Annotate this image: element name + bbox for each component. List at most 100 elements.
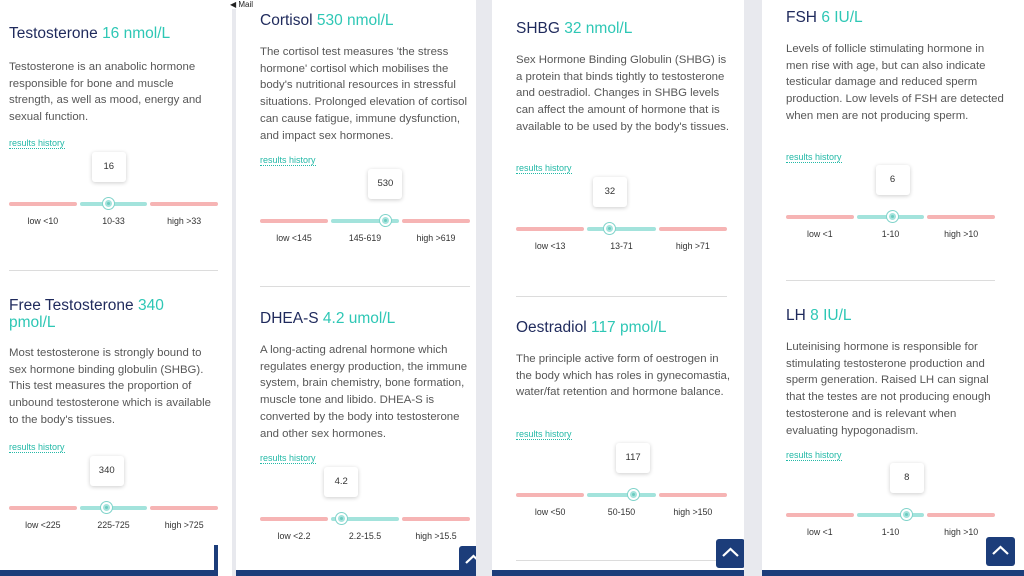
value-marker — [335, 513, 347, 524]
normal-range-bar — [587, 493, 656, 497]
results-history-link[interactable]: results history — [260, 453, 316, 464]
reading-bubble: 117 — [616, 443, 651, 473]
normal-range-bar — [79, 506, 148, 510]
normal-range-label: 145-619 — [348, 233, 382, 243]
card-title: SHBG 32 nmol/L — [516, 20, 736, 37]
reading-bubble: 340 — [89, 456, 124, 486]
card-title: Testosterone 16 nmol/L — [9, 25, 224, 42]
value-marker — [604, 223, 616, 234]
card-title: Oestradiol 117 pmol/L — [516, 319, 736, 336]
reading-bubble: 32 — [592, 177, 627, 207]
results-history-link[interactable]: results history — [260, 155, 316, 166]
normal-range-label: 2.2-15.5 — [348, 531, 382, 541]
range-gauge: 117 low <50 50-150 high >150 — [516, 443, 727, 517]
low-range-bar — [516, 227, 585, 231]
range-gauge: 530 low <145 145-619 high >619 — [260, 169, 470, 243]
normal-range-label: 1-10 — [881, 527, 900, 537]
normal-range-bar — [331, 517, 399, 521]
divider — [786, 280, 995, 281]
results-history-link[interactable]: results history — [9, 442, 65, 453]
scroll-to-top-button[interactable] — [459, 546, 476, 575]
low-range-bar — [516, 493, 585, 497]
low-range-bar — [786, 215, 854, 219]
card-description: Levels of follicle stimulating hormone i… — [786, 43, 1004, 122]
low-range-bar — [9, 202, 77, 206]
card-title: DHEA-S 4.2 umol/L — [260, 310, 470, 327]
card-title: Free Testosterone 340 pmol/L — [9, 297, 209, 331]
high-range-label: high >71 — [675, 241, 710, 251]
low-range-label: low <50 — [534, 507, 566, 517]
back-to-mail-link[interactable]: ◀ Mail — [228, 0, 256, 9]
card-name: Free Testosterone — [9, 297, 134, 314]
high-range-bar — [150, 202, 218, 206]
normal-range-bar — [856, 513, 925, 517]
card-name: SHBG — [516, 20, 560, 37]
bottom-bar — [236, 570, 476, 576]
low-range-bar — [9, 506, 77, 510]
results-history-link[interactable]: results history — [786, 152, 842, 163]
card-description: The cortisol test measures 'the stress h… — [260, 46, 468, 142]
high-range-label: high >725 — [164, 520, 204, 530]
results-history-link[interactable]: results history — [516, 429, 572, 440]
card-fsh: FSH 6 IU/L Levels of follicle stimulatin… — [762, 0, 1024, 280]
high-range-bar — [658, 493, 727, 497]
card-name: Oestradiol — [516, 319, 587, 336]
value-marker — [101, 502, 113, 513]
panel-3: SHBG 32 nmol/L Sex Hormone Binding Globu… — [492, 0, 744, 576]
scroll-to-top-button[interactable] — [716, 539, 744, 568]
card-dhea-s: DHEA-S 4.2 umol/L A long-acting adrenal … — [236, 300, 476, 576]
card-description: Luteinising hormone is responsible for s… — [786, 341, 991, 437]
value-marker — [379, 215, 391, 226]
panel-1: Testosterone 16 nmol/L Testosterone is a… — [0, 0, 232, 576]
low-range-bar — [786, 513, 854, 517]
low-range-bar — [260, 219, 328, 223]
normal-range-label: 10-33 — [102, 216, 125, 226]
card-name: Cortisol — [260, 12, 313, 29]
results-history-link[interactable]: results history — [786, 450, 842, 461]
range-gauge: 16 low <10 10-33 high >33 — [9, 152, 218, 226]
card-name: Testosterone — [9, 25, 98, 42]
normal-range-bar — [587, 227, 656, 231]
high-range-label: high >15.5 — [415, 531, 457, 541]
reading-bubble: 16 — [91, 152, 126, 182]
card-value: 117 pmol/L — [590, 319, 667, 336]
results-history-link[interactable]: results history — [9, 138, 65, 149]
chevron-up-icon — [465, 554, 476, 564]
high-range-bar — [402, 517, 470, 521]
card-value: 8 IU/L — [810, 307, 852, 324]
panel-4: FSH 6 IU/L Levels of follicle stimulatin… — [762, 0, 1024, 576]
card-lh: LH 8 IU/L Luteinising hormone is respons… — [762, 298, 1024, 576]
divider — [9, 270, 218, 271]
normal-range-label: 225-725 — [97, 520, 130, 530]
card-title: FSH 6 IU/L — [786, 9, 1006, 26]
reading-bubble: 530 — [368, 169, 403, 199]
card-description: Testosterone is an anabolic hormone resp… — [9, 61, 202, 124]
card-value: 16 nmol/L — [102, 25, 171, 42]
card-shbg: SHBG 32 nmol/L Sex Hormone Binding Globu… — [492, 0, 744, 296]
scroll-to-top-button[interactable] — [986, 537, 1015, 566]
low-range-label: low <2.2 — [277, 531, 311, 541]
card-free-testosterone: Free Testosterone 340 pmol/L Most testos… — [0, 290, 232, 576]
value-marker — [887, 211, 899, 222]
divider — [516, 296, 727, 297]
reading-bubble: 6 — [875, 165, 910, 195]
card-value: 6 IU/L — [821, 9, 863, 26]
range-gauge: 4.2 low <2.2 2.2-15.5 high >15.5 — [260, 467, 470, 541]
reading-bubble: 8 — [889, 463, 924, 493]
divider — [516, 560, 727, 561]
card-description: Most testosterone is strongly bound to s… — [9, 347, 212, 426]
high-range-bar — [927, 215, 995, 219]
results-history-link[interactable]: results history — [516, 163, 572, 174]
high-range-label: high >10 — [944, 527, 979, 537]
high-range-label: high >619 — [416, 233, 456, 243]
divider — [260, 286, 470, 287]
bottom-bar — [762, 570, 1024, 576]
value-marker — [901, 509, 913, 520]
normal-range-label: 1-10 — [881, 229, 900, 239]
range-gauge: 6 low <1 1-10 high >10 — [786, 165, 995, 239]
range-gauge: 32 low <13 13-71 high >71 — [516, 177, 727, 251]
high-range-label: high >33 — [167, 216, 202, 226]
value-marker — [103, 198, 115, 209]
chevron-up-icon — [992, 545, 1009, 555]
card-name: DHEA-S — [260, 310, 319, 327]
